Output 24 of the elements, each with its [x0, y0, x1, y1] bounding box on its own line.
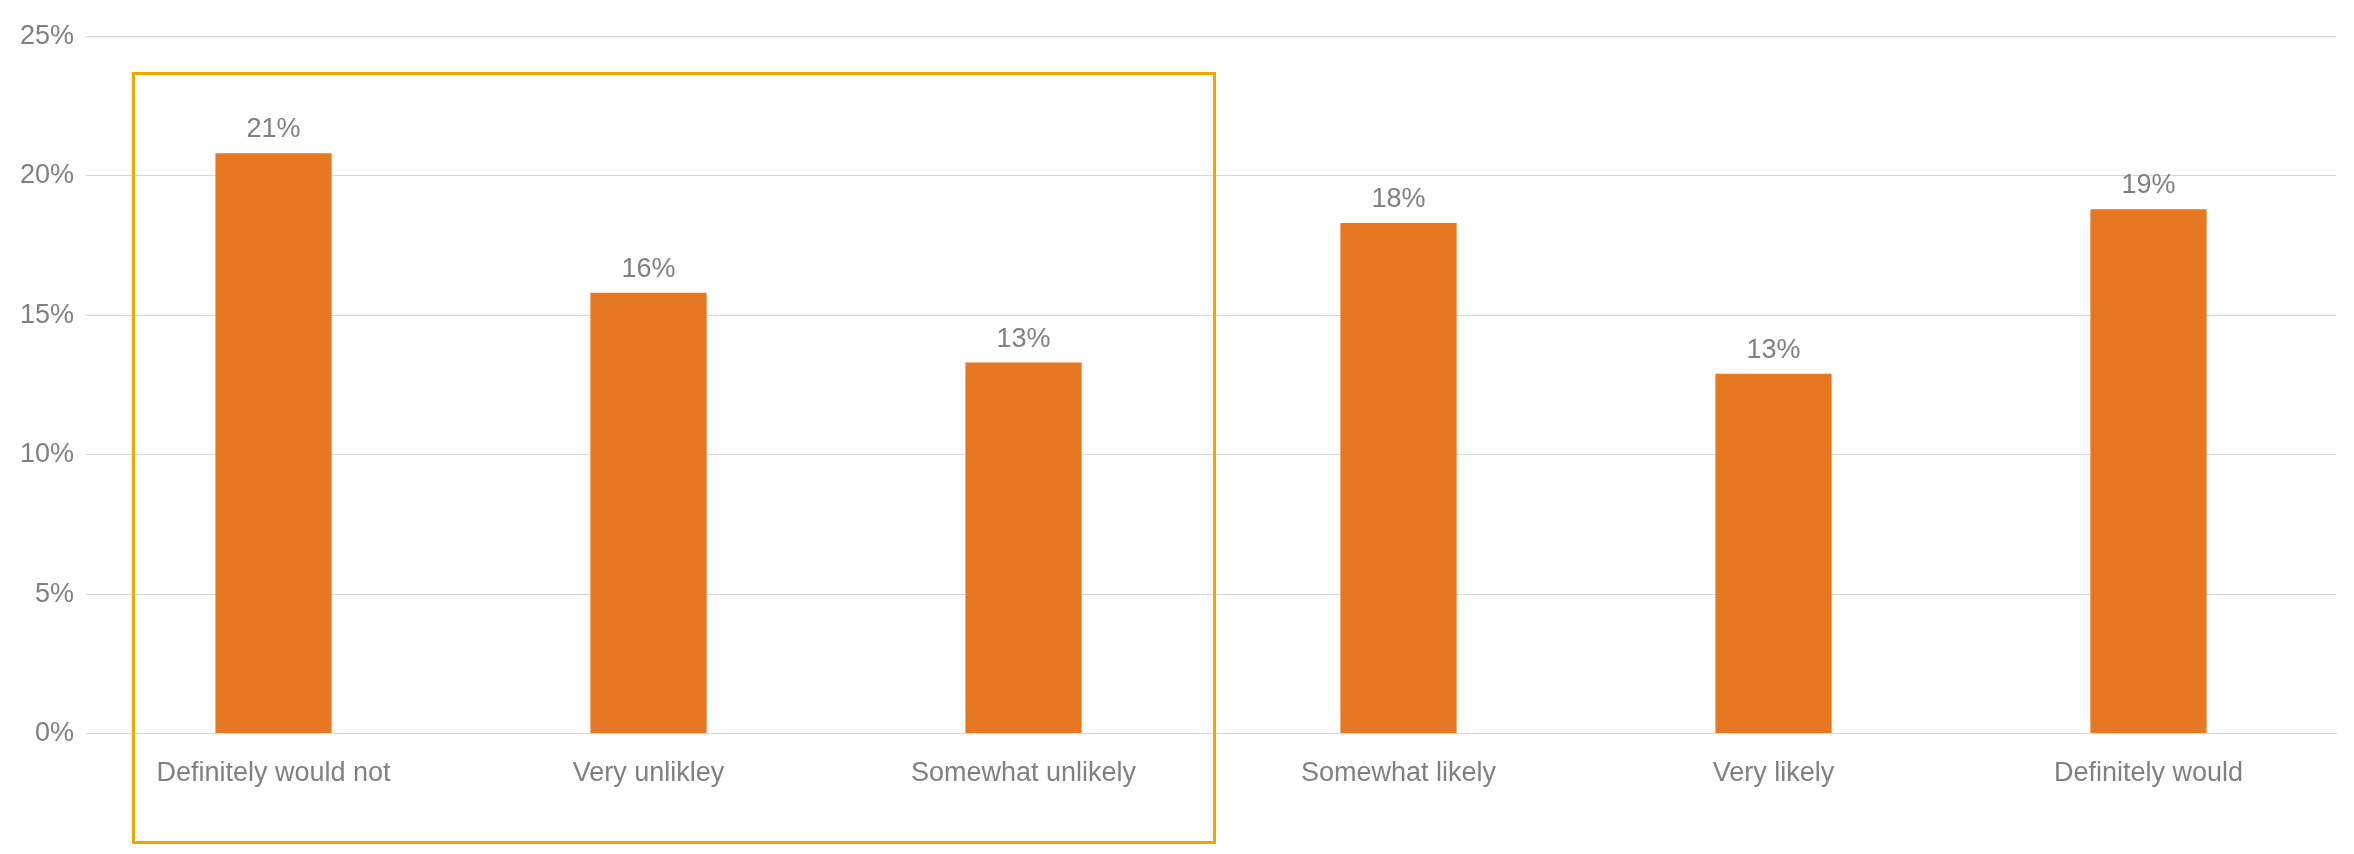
bar: [1715, 373, 1832, 734]
bar: [215, 153, 332, 734]
y-tick-label: 15%: [19, 298, 75, 329]
bar: [590, 292, 707, 734]
y-tick-label: 25%: [19, 19, 75, 50]
y-tick-label: 5%: [35, 577, 75, 608]
y-tick-label: 0%: [35, 717, 75, 748]
data-label: 19%: [2121, 169, 2176, 200]
data-label: 13%: [996, 322, 1051, 353]
y-tick-label: 10%: [19, 438, 75, 469]
x-tick-label: Definitely would: [2053, 757, 2244, 788]
x-tick-label: Definitely would not: [156, 757, 392, 788]
x-tick-label: Very unlikley: [572, 757, 725, 788]
data-label: 18%: [1371, 183, 1426, 214]
data-label: 16%: [621, 252, 676, 283]
bar: [1340, 223, 1457, 734]
x-tick-label: Somewhat unlikely: [910, 757, 1137, 788]
x-tick-label: Somewhat likely: [1300, 757, 1497, 788]
data-label: 21%: [246, 113, 301, 144]
bar: [965, 362, 1082, 734]
data-label: 13%: [1746, 333, 1801, 364]
x-tick-label: Very likely: [1712, 757, 1835, 788]
bar: [2090, 209, 2207, 734]
y-tick-label: 20%: [19, 159, 75, 190]
